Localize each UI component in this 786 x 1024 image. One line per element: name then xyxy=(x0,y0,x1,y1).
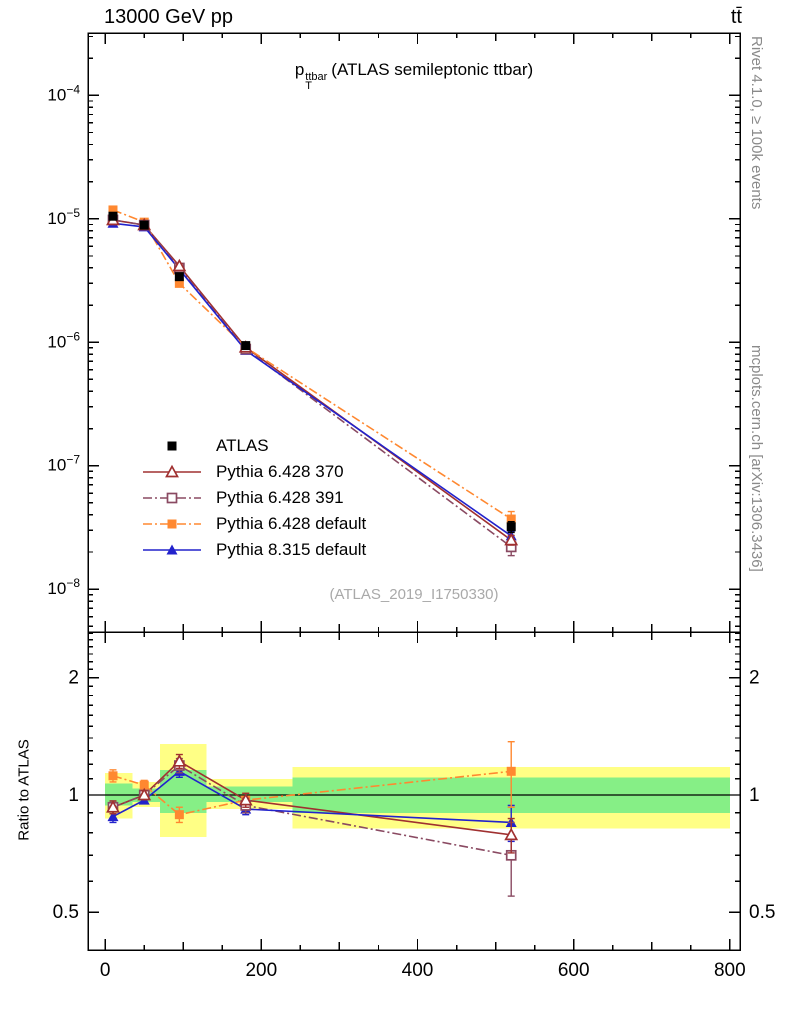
legend-marker-pythia-6-428-370-icon xyxy=(143,464,201,478)
tick-label: 10−6 xyxy=(47,329,80,351)
tick-label: 1 xyxy=(68,785,79,806)
tick-label: 2 xyxy=(68,668,79,689)
beam-energy-title: 13000 GeV pp xyxy=(104,6,233,28)
observable-sub-sup: ttbar T xyxy=(305,71,328,92)
tick-label: 2 xyxy=(749,668,760,689)
tick-label: 10−5 xyxy=(47,206,80,228)
marker xyxy=(108,211,118,221)
legend-label: Pythia 6.428 default xyxy=(216,514,367,533)
marker xyxy=(137,787,152,801)
legend-marker-pythia-6-428-391-icon xyxy=(143,492,201,504)
series-path xyxy=(112,770,512,816)
tick-label: 0.5 xyxy=(53,902,79,923)
legend-label: Pythia 6.428 391 xyxy=(216,488,344,507)
marker xyxy=(108,771,118,781)
plot-title: p ttbar T (ATLAS semileptonic ttbar) xyxy=(294,60,534,92)
axes xyxy=(87,32,741,951)
tick-label: 10−7 xyxy=(47,453,80,475)
observable-superscript: ttbar xyxy=(305,71,328,83)
series-path xyxy=(112,764,512,857)
observable-symbol: p xyxy=(294,60,305,79)
axis-labels: 0 200 400 600 800 10−4 10−5 10−6 10−7 10−8 0.5 0.5 1… xyxy=(47,82,775,981)
legend-item-pythia-6-428-391: Pythia 6.428 391 xyxy=(140,488,366,507)
tick-label: 600 xyxy=(558,960,590,981)
marker xyxy=(108,205,118,215)
tick-label: 10−4 xyxy=(47,82,80,104)
marker xyxy=(139,220,149,230)
process-title: tt̄ xyxy=(730,6,742,28)
marker xyxy=(172,754,187,767)
tick-label: 0.5 xyxy=(749,902,775,923)
series-points-atlas xyxy=(108,211,516,534)
legend-item-pythia-6-428-default: Pythia 6.428 default xyxy=(140,514,367,533)
marker xyxy=(107,811,119,822)
marker xyxy=(174,810,184,820)
tick-label: 0 xyxy=(100,960,111,981)
legend-marker-atlas-icon xyxy=(167,441,177,451)
marker xyxy=(238,792,253,806)
marker xyxy=(241,341,251,351)
marker xyxy=(506,514,516,524)
marker xyxy=(506,766,516,776)
marker xyxy=(172,258,187,272)
tick-label: 400 xyxy=(402,960,434,981)
marker xyxy=(174,278,184,288)
legend: ATLAS Pythia 6.428 370 Pythia 6.428 391 Pyt… xyxy=(140,436,367,559)
tick-label: 1 xyxy=(749,785,760,806)
panel-frame xyxy=(87,631,741,951)
tick-label: 800 xyxy=(714,960,746,981)
marker xyxy=(166,492,178,504)
tick-label: 200 xyxy=(245,960,277,981)
analysis-id-watermark: (ATLAS_2019_I1750330) xyxy=(329,586,499,603)
marker xyxy=(139,780,149,790)
marker xyxy=(165,464,179,478)
tick-label: 10−8 xyxy=(47,576,80,598)
marker xyxy=(504,532,519,546)
marker xyxy=(174,272,184,282)
legend-marker-pythia-8-315-default-icon xyxy=(143,544,201,555)
legend-label: ATLAS xyxy=(216,436,269,455)
legend-label: Pythia 8.315 default xyxy=(216,540,367,559)
plot-title-rest: (ATLAS semileptonic ttbar) xyxy=(331,60,534,79)
ratio-axis-label: Ratio to ATLAS xyxy=(15,739,33,841)
marker xyxy=(506,522,516,532)
marker xyxy=(106,799,120,813)
marker xyxy=(166,544,178,555)
legend-label: Pythia 6.428 370 xyxy=(216,462,344,481)
marker xyxy=(167,441,177,451)
legend-item-atlas: ATLAS xyxy=(140,436,366,455)
marker xyxy=(167,519,177,529)
observable-subscript: T xyxy=(305,80,313,92)
mcplots-reference-note: mcplots.cern.ch [arXiv:1306.3436] xyxy=(748,345,765,572)
legend-item-pythia-8-315-default: Pythia 8.315 default xyxy=(140,540,367,559)
marker xyxy=(504,827,519,841)
legend-item-pythia-6-428-370: Pythia 6.428 370 xyxy=(140,462,366,481)
band-green xyxy=(159,769,207,813)
rivet-version-note: Rivet 4.1.0, ≥ 100k events xyxy=(748,36,765,210)
legend-marker-pythia-6-428-default-icon xyxy=(143,519,201,529)
